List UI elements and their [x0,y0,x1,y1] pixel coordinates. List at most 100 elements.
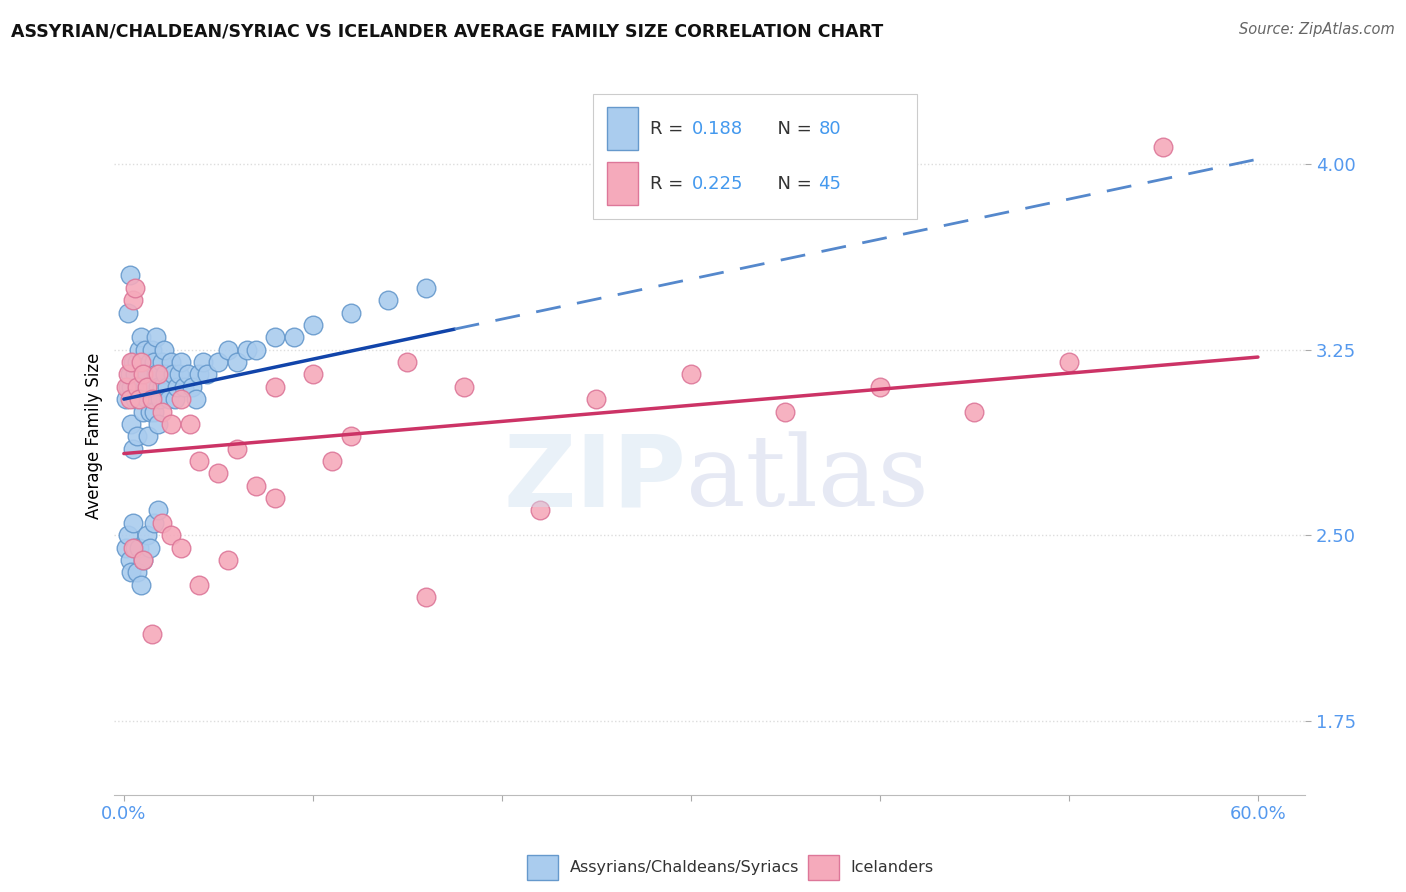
Text: R =: R = [650,175,689,193]
Point [180,380,202,394]
Text: Assyrians/Chaldeans/Syriacs: Assyrians/Chaldeans/Syriacs [569,860,799,874]
Point [679,368,702,382]
Point [188,368,211,382]
Point [162,368,184,382]
Point [141,392,163,406]
Point [128,343,150,357]
Point [339,429,361,443]
Point [529,503,551,517]
Point [143,355,166,369]
Point [134,343,156,357]
Point [138,429,160,443]
Point [127,429,149,443]
Point [120,417,142,431]
Point [141,343,163,357]
Text: 45: 45 [818,175,841,193]
Point [195,368,218,382]
Point [163,392,186,406]
Point [415,281,437,295]
Point [134,380,156,394]
Text: N =: N = [766,120,818,137]
Point [302,368,325,382]
Point [264,380,287,394]
Point [132,355,155,369]
Point [339,305,361,319]
Point [145,330,167,344]
Text: ASSYRIAN/CHALDEAN/SYRIAC VS ICELANDER AVERAGE FAMILY SIZE CORRELATION CHART: ASSYRIAN/CHALDEAN/SYRIAC VS ICELANDER AV… [11,22,883,40]
Point [139,355,162,369]
Point [321,454,343,468]
Point [114,392,136,406]
Point [117,528,139,542]
Text: Source: ZipAtlas.com: Source: ZipAtlas.com [1239,22,1395,37]
Point [156,380,179,394]
Point [150,380,173,394]
Point [188,454,211,468]
Point [122,541,145,555]
Point [169,541,191,555]
Point [128,392,150,406]
Point [1057,355,1080,369]
Point [146,503,169,517]
Point [117,380,139,394]
Point [135,368,157,382]
Point [869,380,891,394]
Point [145,368,167,382]
Point [188,578,211,592]
Point [118,392,141,406]
Point [124,368,146,382]
Point [157,392,180,406]
Point [132,368,155,382]
Point [127,355,149,369]
Text: 0.225: 0.225 [692,175,744,193]
Y-axis label: Average Family Size: Average Family Size [86,353,103,519]
Point [129,330,152,344]
Point [120,380,142,394]
Point [146,380,169,394]
Point [160,528,183,542]
Point [132,553,155,567]
Text: 0.188: 0.188 [692,120,742,137]
Point [122,293,145,307]
Text: Icelanders: Icelanders [851,860,934,874]
Point [139,404,162,418]
Point [167,368,190,382]
Point [141,627,163,641]
Point [160,417,183,431]
Point [169,355,191,369]
Point [160,355,183,369]
Point [166,380,188,394]
Point [226,442,249,456]
Point [135,528,157,542]
Point [217,343,239,357]
Point [264,491,287,505]
Point [143,404,166,418]
Point [1152,139,1174,153]
Point [117,305,139,319]
Text: N =: N = [766,175,818,193]
Point [127,566,149,580]
Point [138,380,160,394]
Point [118,368,141,382]
Point [122,442,145,456]
Point [135,380,157,394]
Point [128,392,150,406]
Point [585,392,607,406]
Point [152,343,174,357]
Point [453,380,475,394]
Point [128,541,150,555]
Text: atlas: atlas [686,432,929,527]
Point [235,343,257,357]
Point [377,293,399,307]
Point [302,318,325,332]
Point [264,330,287,344]
Point [184,392,207,406]
Point [179,417,201,431]
Point [226,355,249,369]
Point [127,380,149,394]
Point [122,355,145,369]
Point [169,392,191,406]
Point [207,355,229,369]
Point [146,368,169,382]
Point [124,392,146,406]
